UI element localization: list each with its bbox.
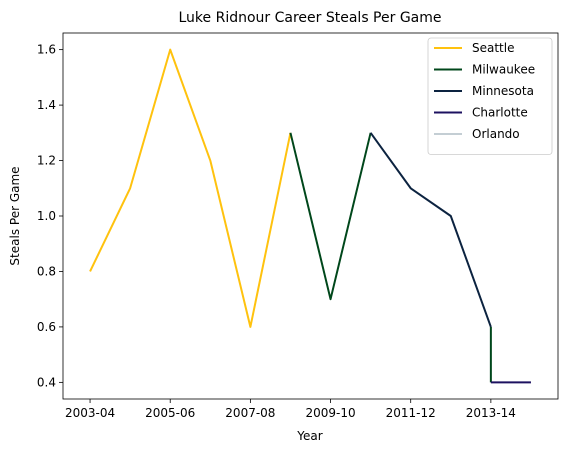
- legend-label-orlando: Orlando: [472, 127, 520, 141]
- y-tick-label: 0.4: [37, 375, 56, 389]
- series-line-minnesota: [369, 132, 492, 328]
- y-tick-label: 1.6: [37, 43, 56, 57]
- y-tick-label: 1.2: [37, 154, 56, 168]
- series-line-milwaukee: [289, 132, 372, 301]
- legend: Seattle Milwaukee Minnesota Charlotte Orland…: [427, 37, 553, 155]
- series-layer: [89, 48, 531, 384]
- legend-box: [427, 37, 553, 155]
- x-tick-label: 2011-12: [386, 406, 436, 420]
- y-tick-label: 0.6: [37, 320, 56, 334]
- y-axis: 0.4 0.6 0.8 1.0 1.2 1.4 1.6: [37, 43, 63, 389]
- chart-title: Luke Ridnour Career Steals Per Game: [179, 10, 442, 26]
- x-axis: 2003-04 2005-06 2007-08 2009-10 2011-12 2013-…: [65, 399, 516, 420]
- x-tick-label: 2009-10: [305, 406, 355, 420]
- series-line-seattle: [89, 48, 292, 328]
- legend-label-seattle: Seattle: [472, 41, 514, 55]
- x-tick-label: 2003-04: [65, 406, 115, 420]
- y-tick-label: 1.4: [37, 98, 56, 112]
- legend-label-minnesota: Minnesota: [472, 84, 534, 98]
- x-tick-label: 2005-06: [145, 406, 195, 420]
- y-axis-title: Steals Per Game: [8, 166, 22, 265]
- x-tick-label: 2007-08: [225, 406, 275, 420]
- x-axis-title: Year: [296, 429, 322, 443]
- y-tick-label: 1.0: [37, 209, 56, 223]
- x-tick-label: 2013-14: [466, 406, 516, 420]
- legend-label-charlotte: Charlotte: [472, 106, 528, 120]
- legend-label-milwaukee: Milwaukee: [472, 63, 535, 77]
- y-tick-label: 0.8: [37, 264, 56, 278]
